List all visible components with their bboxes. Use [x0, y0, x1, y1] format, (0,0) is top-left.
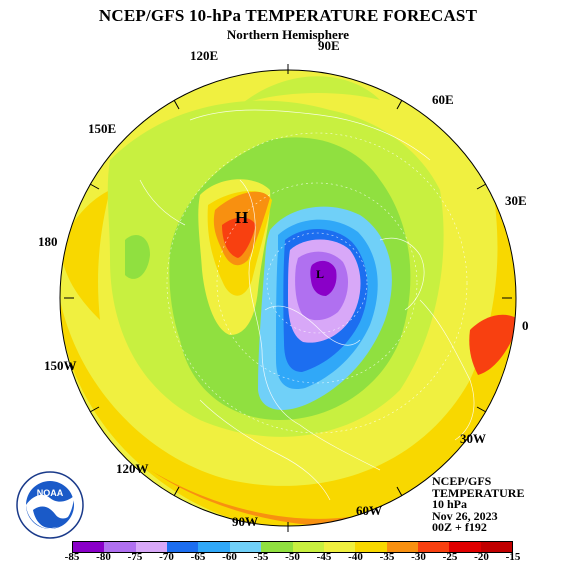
temperature-colorbar — [72, 541, 513, 553]
colorbar-segment — [261, 542, 293, 552]
lon-label-120w: 120W — [116, 461, 149, 476]
colorbar-tick-label: -15 — [505, 551, 521, 563]
lon-label-90w: 90W — [232, 514, 258, 529]
lon-label-150e: 150E — [88, 121, 116, 136]
lon-label-60e: 60E — [432, 92, 454, 107]
latitude-circles — [166, 132, 468, 434]
coastlines — [139, 109, 475, 501]
colorbar-tick-label: -65 — [190, 551, 206, 563]
lon-label-90e: 90E — [318, 38, 340, 53]
lon-label-30e: 30E — [505, 193, 527, 208]
colorbar-tick-label: -70 — [159, 551, 174, 563]
high-pressure-marker: H — [235, 208, 248, 227]
colorbar-segment — [229, 542, 262, 552]
lon-label-60w: 60W — [356, 503, 382, 518]
colorbar-tick-label: -85 — [64, 551, 80, 563]
colorbar-tick-label: -75 — [127, 551, 143, 563]
colorbar-tick-label: -35 — [379, 551, 395, 563]
colorbar-tick-label: -50 — [285, 551, 300, 563]
info-level: 10 hPa — [432, 497, 468, 511]
lon-label-0: 0 — [522, 318, 529, 333]
colorbar-tick-label: -40 — [348, 551, 363, 563]
map-subtitle: Northern Hemisphere — [226, 27, 350, 42]
border-ticks — [64, 64, 512, 532]
colorbar-tick-label: -60 — [222, 551, 237, 563]
colorbar-segment — [386, 542, 418, 552]
noaa-logo-icon: NOAA — [16, 471, 84, 539]
colorbar-segment — [135, 542, 168, 552]
colorbar-tick-label: -25 — [442, 551, 458, 563]
colorbar-segment — [73, 542, 105, 552]
colorbar-segment — [323, 542, 356, 552]
noaa-logo-text: NOAA — [37, 488, 64, 498]
colorbar-tick-label: -45 — [316, 551, 332, 563]
info-date: Nov 26, 2023 — [432, 508, 498, 523]
colorbar-segment — [449, 542, 481, 552]
colorbar-segment — [417, 542, 450, 552]
lon-label-30w: 30W — [460, 431, 486, 446]
colorbar-segment — [104, 542, 136, 552]
info-forecast-hour: 00Z + f192 — [432, 520, 487, 534]
colorbar-tick-label: -55 — [253, 551, 269, 563]
low-marker: L — [316, 267, 324, 281]
colorbar-segment — [198, 542, 230, 552]
colorbar-segment — [167, 542, 199, 552]
colorbar-segment — [292, 542, 324, 552]
map-title: NCEP/GFS 10-hPa TEMPERATURE FORECAST — [98, 6, 478, 25]
colorbar-tick-label: -30 — [411, 551, 426, 563]
lon-label-120e: 120E — [190, 48, 218, 63]
forecast-info: NCEP/GFS TEMPERATURE 10 hPa Nov 26, 2023… — [432, 474, 525, 534]
info-model: NCEP/GFS — [432, 474, 492, 488]
lon-label-180: 180 — [38, 234, 58, 249]
colorbar-segment — [355, 542, 387, 552]
colorbar-tick-label: -20 — [474, 551, 489, 563]
info-variable: TEMPERATURE — [432, 485, 525, 500]
colorbar-segment — [480, 542, 513, 552]
colorbar-tick-label: -80 — [96, 551, 111, 563]
colorbar-labels: -85 -80 -75 -70 -65 -60 -55 -50 -45 -40 -35 -30 -25 -… — [62, 551, 522, 567]
lon-label-150w: 150W — [44, 358, 77, 373]
